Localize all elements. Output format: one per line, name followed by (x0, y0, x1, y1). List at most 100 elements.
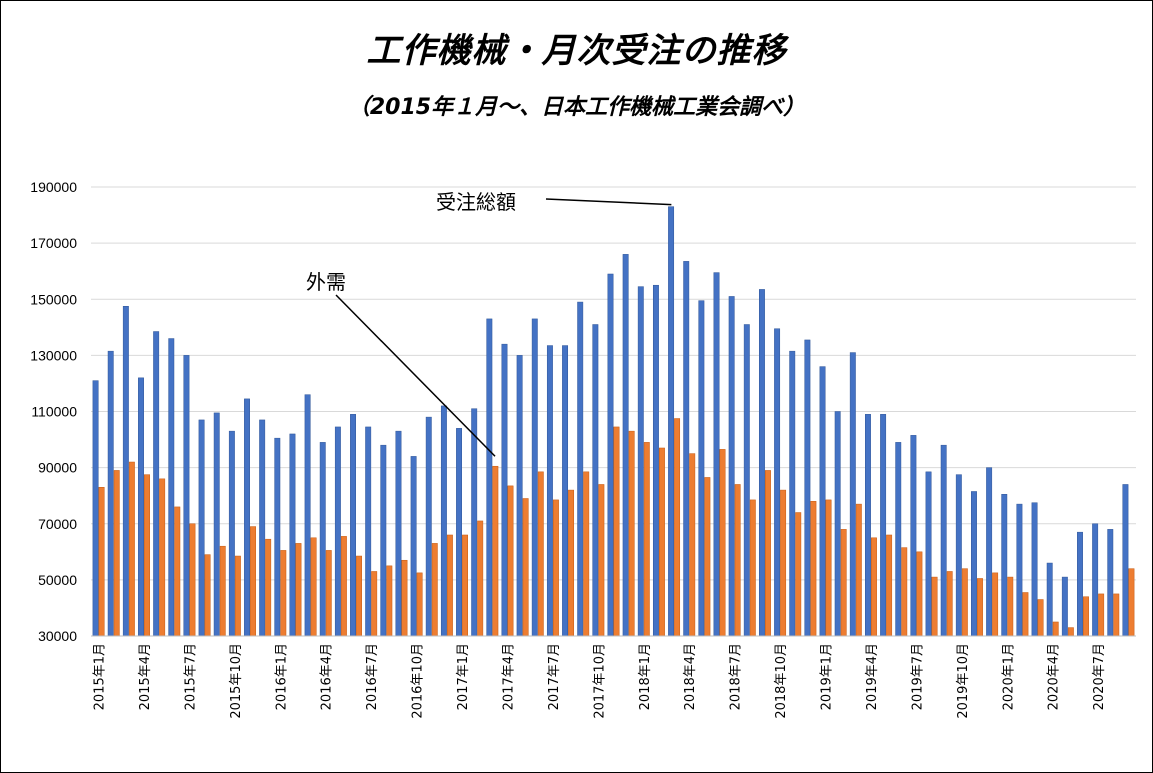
bar-total (562, 345, 569, 637)
x-tick-label: 2018年4月 (683, 643, 698, 710)
bar-foreign (310, 537, 317, 637)
bar-foreign (704, 477, 711, 637)
bar-total (1077, 531, 1083, 637)
bar-total (319, 442, 326, 637)
bar-foreign (477, 520, 484, 637)
bar-total (804, 339, 811, 637)
bar-total (955, 474, 962, 637)
bar-total (849, 352, 856, 637)
bar-foreign (886, 534, 893, 637)
bar-foreign (265, 538, 272, 637)
bar-total (183, 355, 190, 637)
bar-total (259, 419, 266, 637)
bar-total (274, 437, 281, 637)
bar-foreign (658, 447, 665, 637)
y-tick-label: 190000 (30, 179, 77, 195)
bar-total (592, 324, 599, 637)
bar-total (713, 272, 720, 637)
bar-foreign (295, 543, 302, 637)
bar-total (350, 414, 356, 637)
bar-foreign (719, 449, 726, 637)
bar-total (622, 254, 629, 637)
bar-foreign (901, 547, 908, 637)
bar-total (425, 416, 432, 637)
bar-total (986, 467, 993, 637)
bar-total (138, 377, 144, 637)
bar-foreign (1037, 599, 1044, 637)
bar-foreign (522, 498, 529, 637)
x-tick-label: 2018年7月 (729, 643, 744, 710)
bar-total (1122, 484, 1129, 637)
bar-total (304, 394, 311, 637)
bar-foreign (916, 551, 923, 637)
bar-foreign (204, 554, 211, 637)
bar-total (1001, 494, 1008, 637)
bar-foreign (325, 550, 332, 637)
x-tick-label: 2015年1月 (93, 643, 108, 710)
bar-total (546, 345, 553, 637)
bar-total (198, 419, 205, 637)
x-tick-label: 2018年1月 (638, 643, 653, 710)
bar-foreign (977, 578, 983, 637)
bar-foreign (234, 555, 241, 637)
bar-total (244, 398, 250, 637)
bar-foreign (250, 526, 256, 637)
bar-total (213, 412, 220, 637)
x-tick-label: 2019年7月 (910, 643, 925, 710)
bar-foreign (840, 529, 847, 637)
bar-foreign (401, 559, 408, 637)
bar-total (334, 426, 341, 637)
chart-title: 工作機械・月次受注の推移 (366, 31, 787, 71)
bar-total (668, 206, 675, 637)
y-tick-label: 130000 (30, 347, 77, 363)
bar-foreign (189, 523, 196, 637)
y-tick-label: 70000 (38, 516, 77, 532)
x-tick-label: 2019年1月 (820, 643, 835, 710)
bar-total (1107, 529, 1114, 637)
bar-total (380, 444, 387, 637)
x-tick-label: 2017年4月 (501, 643, 516, 710)
x-tick-label: 2016年7月 (365, 643, 380, 710)
x-tick-label: 2015年7月 (183, 643, 198, 710)
bar-total (122, 306, 129, 637)
bar-foreign (764, 470, 771, 637)
bar-total (228, 430, 235, 637)
bar-total (758, 289, 765, 637)
bar-foreign (674, 418, 681, 637)
bar-total (910, 435, 917, 637)
bar-total (577, 301, 584, 637)
bar-total (971, 491, 977, 637)
bar-foreign (416, 572, 423, 637)
bar-foreign (628, 430, 635, 637)
annotation-leader-line (335, 294, 496, 457)
bar-foreign (1022, 592, 1029, 637)
bar-foreign (159, 478, 166, 637)
bar-total (531, 318, 538, 637)
bar-foreign (98, 487, 105, 637)
bar-foreign (855, 503, 862, 637)
bar-total (501, 343, 508, 637)
bar-foreign (734, 484, 741, 637)
bar-total (486, 318, 493, 637)
bar-foreign (931, 576, 938, 637)
bar-foreign (356, 555, 362, 637)
bar-total (1061, 576, 1068, 637)
bar-foreign (128, 461, 135, 637)
y-tick-label: 150000 (30, 291, 77, 307)
bar-total (440, 405, 447, 637)
chart-subtitle: （2015年１月～、日本工作機械工業会調べ） (347, 95, 806, 120)
bar-total (289, 433, 296, 637)
x-tick-label: 2018年10月 (774, 643, 789, 719)
bar-total (834, 411, 841, 637)
bar-foreign (689, 453, 696, 637)
bar-foreign (871, 537, 877, 637)
bar-total (774, 328, 781, 637)
x-tick-label: 2017年10月 (592, 643, 607, 719)
bar-foreign (1007, 576, 1014, 637)
bar-foreign (992, 572, 999, 637)
bar-total (880, 414, 887, 637)
bar-total (1016, 503, 1023, 637)
bar-foreign (507, 485, 514, 637)
bar-foreign (810, 501, 817, 637)
